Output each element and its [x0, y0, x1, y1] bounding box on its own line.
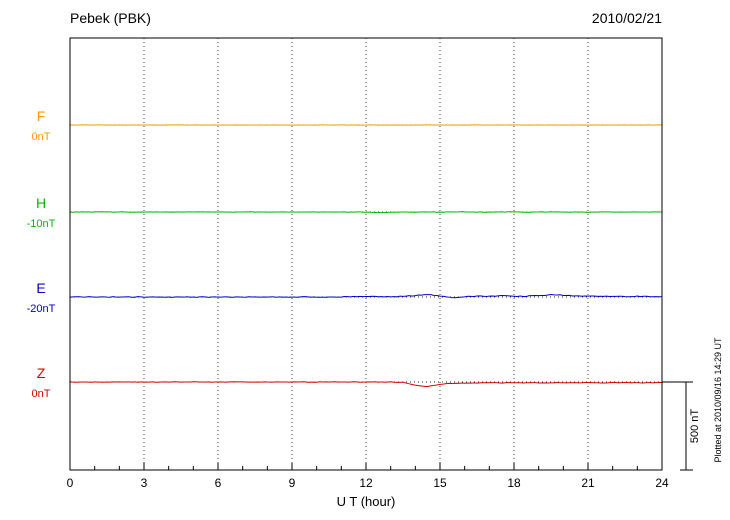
series-label-E: E: [36, 280, 46, 296]
series-baseline-label-E: -20nT: [26, 303, 56, 315]
x-tick-label: 24: [655, 476, 669, 490]
trace-H: [69, 211, 663, 214]
trace-Z: [69, 381, 663, 388]
plot-date: 2010/02/21: [591, 10, 662, 26]
series-label-Z: Z: [36, 365, 46, 381]
x-tick-label: 3: [140, 476, 148, 490]
series-baseline-label-F: 0nT: [31, 131, 51, 143]
x-axis-tick-labels: 0 3 6 9 12 15 18 21 24: [0, 476, 730, 490]
series-label-H: H: [35, 195, 47, 211]
x-tick-label: 18: [507, 476, 521, 490]
x-tick-label: 0: [66, 476, 74, 490]
x-tick-label: 12: [359, 476, 373, 490]
series-baseline-label-Z: 0nT: [31, 388, 51, 400]
x-axis-label: U T (hour): [336, 494, 396, 509]
series-baseline-label-H: -10nT: [26, 218, 56, 230]
x-tick-label: 9: [288, 476, 296, 490]
x-tick-label: 21: [581, 476, 595, 490]
trace-E: [69, 294, 663, 299]
x-tick-label: 6: [214, 476, 222, 490]
plotted-timestamp-note: Plotted at 2010/09/16 14:29 UT: [713, 337, 723, 463]
station-title: Pebek (PBK): [70, 10, 151, 26]
scale-bar-label: 500 nT: [689, 408, 701, 444]
series-label-F: F: [36, 108, 46, 124]
x-tick-label: 15: [433, 476, 447, 490]
